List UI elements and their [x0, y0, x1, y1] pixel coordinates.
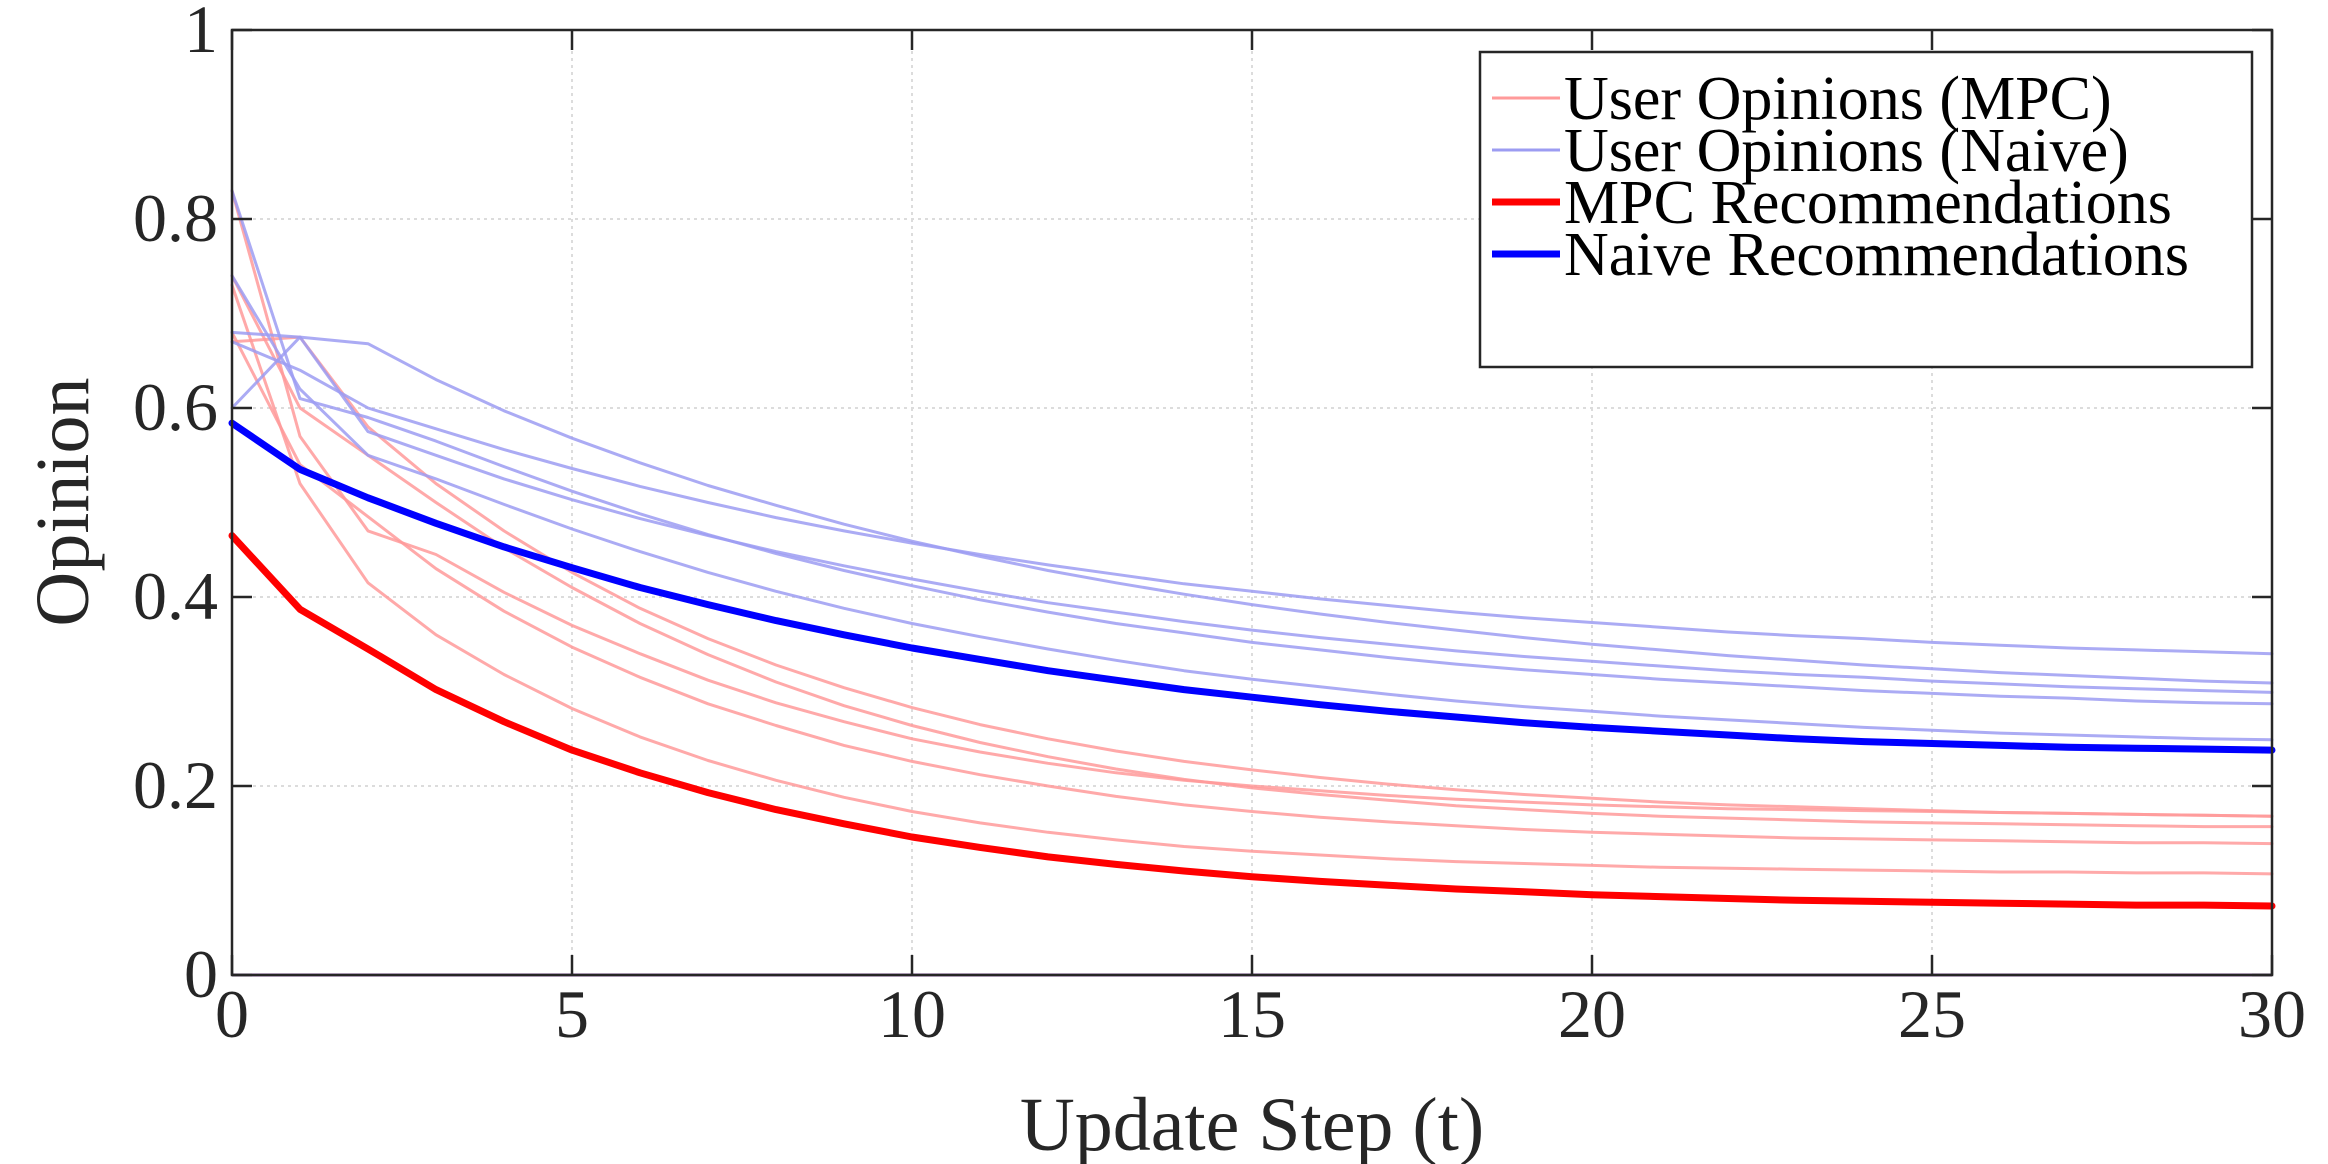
- y-axis-ticks: 0 0.2 0.4 0.6 0.8 1: [133, 0, 2272, 1012]
- y-tick-label: 0.8: [133, 180, 218, 256]
- series-line-mpc-users: [230, 335, 2274, 818]
- series-line-mpc-rec: [228, 532, 2276, 910]
- y-tick-label: 0.2: [133, 747, 218, 823]
- series-line-naive-rec: [228, 419, 2276, 754]
- x-tick-label: 20: [1558, 976, 1626, 1052]
- x-tick-label: 30: [2238, 976, 2306, 1052]
- y-axis-label: Opinion: [21, 377, 105, 626]
- series-line-naive-users: [230, 330, 2274, 685]
- y-tick-label: 1: [184, 0, 218, 67]
- legend-label: User Opinions (Naive): [1564, 117, 2129, 185]
- x-tick-label: 25: [1898, 976, 1966, 1052]
- y-tick-label: 0.4: [133, 558, 218, 634]
- series-lines: [228, 189, 2276, 977]
- x-tick-label: 15: [1218, 976, 1286, 1052]
- x-tick-label: 10: [878, 976, 946, 1052]
- series-line-mpc-users: [230, 330, 2274, 846]
- series-line-naive-users: [230, 340, 2274, 656]
- legend-label: MPC Recommendations: [1564, 169, 2172, 237]
- series-line-naive-users: [230, 274, 2274, 742]
- y-tick-label: 0: [184, 936, 218, 1012]
- y-tick-label: 0.6: [133, 369, 218, 445]
- series-line-mpc-users: [230, 274, 2274, 829]
- legend: User Opinions (MPC)User Opinions (Naive)…: [1478, 50, 2254, 369]
- x-tick-label: 5: [555, 976, 589, 1052]
- series-line-naive-users: [230, 335, 2274, 694]
- x-axis-ticks: 0 5 10 15 20 25 30: [215, 30, 2306, 1052]
- legend-box: [1478, 50, 2254, 369]
- series-line-naive-users: [230, 189, 2274, 706]
- x-tick-label: 0: [215, 976, 249, 1052]
- legend-label: User Opinions (MPC): [1564, 65, 2112, 133]
- legend-label: Naive Recommendations: [1564, 221, 2189, 289]
- series-line-mpc-users: [230, 283, 2274, 876]
- x-axis-label: Update Step (t): [1020, 1083, 1484, 1164]
